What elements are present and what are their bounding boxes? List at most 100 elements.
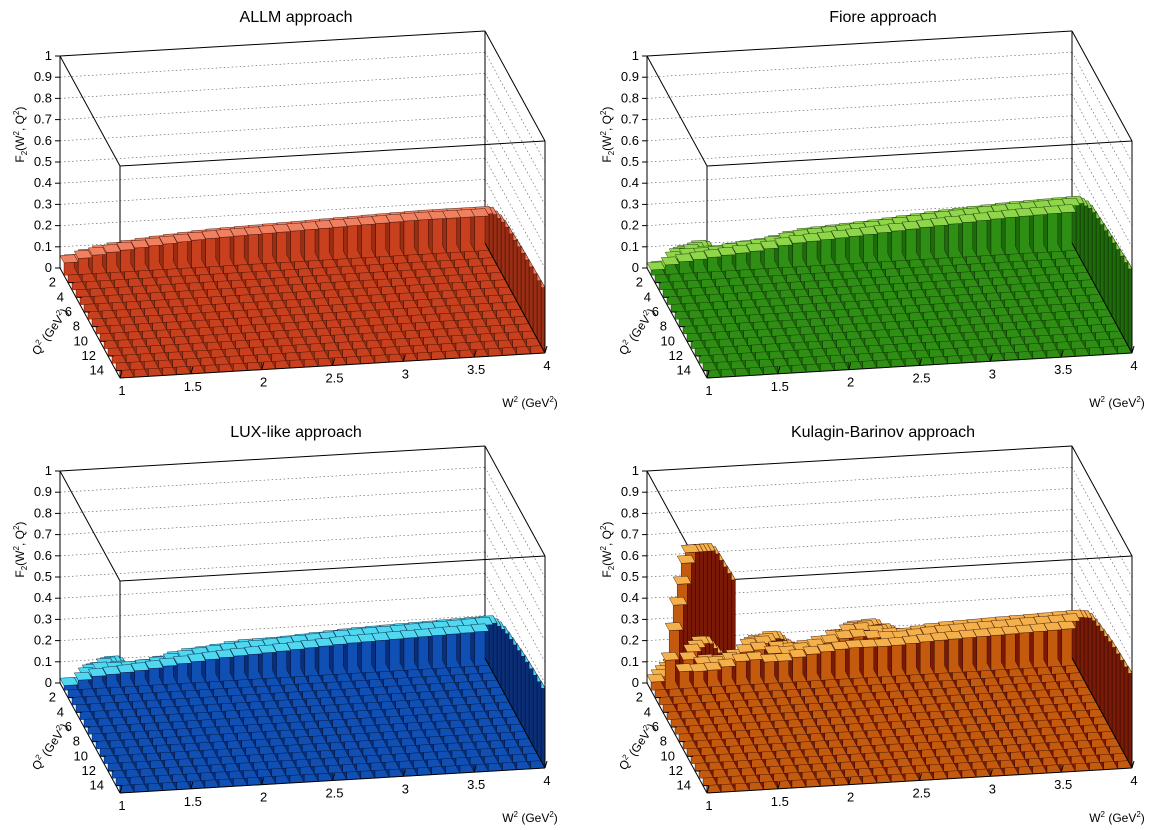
x-tick-label: 3	[989, 366, 996, 381]
bar-top	[788, 234, 808, 244]
bar	[1043, 205, 1063, 253]
bar-top	[929, 217, 949, 227]
y-tick-label: 6	[65, 304, 72, 319]
box-edge	[646, 267, 708, 379]
bar-side	[1099, 217, 1105, 302]
x-axis: 1 1.5 2 2.5 3 3.5 4W2 (GeV2)	[705, 345, 1145, 410]
gridline-side	[484, 94, 546, 205]
chart-title: ALLM approach	[240, 9, 353, 26]
bar	[915, 219, 935, 260]
bar-side	[516, 643, 522, 725]
bar	[646, 261, 666, 276]
gridline-side	[1071, 52, 1133, 163]
x-tick-label: 3.5	[467, 362, 485, 377]
lego-bars	[646, 195, 1133, 379]
bar-side	[508, 631, 514, 710]
gridline-back	[646, 157, 1073, 184]
bar-top	[674, 253, 694, 263]
panel-allm: ALLM approach 0 0.1 0.2 0.3 0.4 0.5 0.6 0.7 0.8 0.…	[0, 0, 586, 415]
bar	[703, 249, 723, 273]
z-tick-label: 0.6	[34, 133, 52, 148]
bar-top	[243, 226, 263, 236]
bar-top	[731, 244, 751, 254]
bar	[674, 253, 694, 274]
x-tick	[1131, 345, 1135, 354]
bar	[745, 243, 765, 270]
box-edge	[59, 267, 121, 379]
gridline-back	[646, 73, 1073, 99]
z-tick-label: 0.3	[621, 196, 639, 211]
chart-title: LUX-like approach	[230, 424, 362, 441]
x-tick	[848, 362, 852, 370]
gridline-side	[484, 158, 546, 269]
gridline-back	[59, 594, 486, 620]
bar-top	[859, 226, 879, 236]
x-tick-label: 1.5	[771, 379, 789, 394]
x-tick	[261, 362, 265, 370]
bar-side	[536, 674, 542, 761]
lego-bars	[59, 206, 546, 379]
bar-side	[528, 259, 534, 332]
bar	[873, 224, 893, 263]
box-edge	[59, 55, 121, 167]
y-tick-label: 12	[669, 348, 683, 363]
x-tick-label: 2.5	[325, 371, 343, 386]
bar	[215, 229, 235, 267]
bar-side	[496, 210, 502, 273]
bar-top	[745, 243, 765, 252]
bar-side	[512, 232, 518, 302]
bar-side	[504, 219, 510, 288]
bar	[470, 208, 490, 252]
x-axis-label: W2 (GeV2)	[502, 395, 558, 410]
box-edge	[1071, 30, 1133, 142]
bar-top	[342, 217, 362, 227]
gridline-back	[646, 136, 1073, 163]
bar-side	[1075, 198, 1081, 258]
z-tick-label: 1	[632, 48, 639, 63]
bar-top	[102, 244, 122, 253]
box-edge	[1071, 242, 1133, 354]
bar-top	[187, 231, 207, 241]
bar-side	[1103, 223, 1109, 310]
bar	[413, 211, 433, 255]
x-tick-label: 4	[1130, 358, 1137, 373]
bar-side	[1091, 204, 1097, 288]
z-tick-label: 0.3	[34, 196, 52, 211]
bar-top	[646, 261, 666, 271]
bar-top	[759, 240, 779, 250]
bar-top	[986, 210, 1006, 220]
bar	[717, 246, 737, 272]
bar-top	[660, 256, 680, 266]
bar	[229, 227, 249, 266]
bar	[1014, 208, 1034, 254]
x-tick-label: 4	[543, 358, 550, 373]
gridline-back	[59, 94, 486, 120]
bar-top	[215, 229, 235, 238]
box-edge	[484, 30, 546, 142]
box-edge	[119, 140, 546, 167]
box-edge	[119, 555, 546, 582]
gridline-side	[1071, 136, 1133, 248]
z-tick-label: 0.5	[34, 154, 52, 169]
box-edge	[59, 470, 121, 582]
y-tick-label: 10	[74, 333, 88, 348]
bar-side	[532, 266, 538, 339]
bar	[689, 251, 709, 274]
bar	[158, 235, 178, 270]
gridline-back	[59, 73, 486, 99]
bar-side	[1083, 198, 1089, 273]
bar-side	[528, 661, 534, 747]
x-tick-label: 1	[118, 383, 125, 398]
y-tick-label: 4	[644, 289, 651, 304]
x-tick	[919, 358, 922, 366]
box-edge	[59, 682, 121, 794]
panel-fiore: Fiore approach 0 0.1 0.2 0.3 0.4 0.5 0.6 0.7 0.8 0…	[587, 0, 1173, 415]
bar	[102, 244, 122, 274]
y-tick-label: 6	[652, 304, 659, 319]
gridline-back	[59, 115, 486, 142]
bar-side	[1107, 229, 1113, 317]
bar-side	[524, 252, 530, 324]
x-tick-label: 3	[402, 366, 409, 381]
bar-top	[972, 212, 992, 222]
